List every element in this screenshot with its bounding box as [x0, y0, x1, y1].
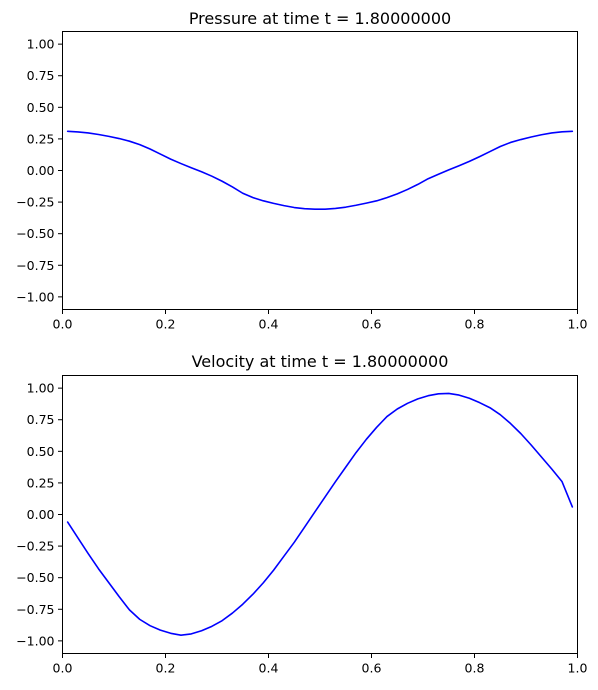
velocity-ytick-label: 0.75: [27, 412, 55, 427]
pressure-xtick-label: 0.0: [53, 317, 73, 332]
pressure-ytick-label: 0.00: [27, 163, 55, 178]
pressure-ytick-label: −0.75: [16, 258, 54, 273]
pressure-ytick-label: −0.25: [16, 195, 54, 210]
velocity-xtick-label: 0.6: [362, 661, 382, 676]
velocity-title: Velocity at time t = 1.80000000: [192, 352, 449, 371]
pressure-ytick-label: 0.25: [27, 131, 55, 146]
velocity-ytick-label: 1.00: [27, 381, 55, 396]
pressure-xtick-label: 0.4: [259, 317, 279, 332]
pressure-xtick-label: 0.6: [362, 317, 382, 332]
velocity-ytick-label: −0.50: [16, 570, 54, 585]
velocity-xtick-label: 0.8: [465, 661, 485, 676]
pressure-ytick-label: 0.50: [27, 100, 55, 115]
pressure-title: Pressure at time t = 1.80000000: [189, 9, 451, 28]
pressure-ytick-label: −0.50: [16, 226, 54, 241]
pressure-panel: Pressure at time t = 1.80000000 0.0 0.2 0.…: [16, 9, 587, 332]
velocity-xtick-label: 0.0: [53, 661, 73, 676]
velocity-xtick-label: 1.0: [568, 661, 588, 676]
pressure-ytick-label: 0.75: [27, 68, 55, 83]
velocity-xtick-label: 0.4: [259, 661, 279, 676]
pressure-ytick-label: 1.00: [27, 37, 55, 52]
velocity-ytick-label: 0.50: [27, 444, 55, 459]
velocity-ytick-label: 0.25: [27, 475, 55, 490]
velocity-line: [66, 392, 574, 636]
velocity-panel: Velocity at time t = 1.80000000 0.0 0.2 0.…: [16, 352, 587, 676]
pressure-xtick-label: 0.8: [465, 317, 485, 332]
pressure-line: [66, 130, 574, 210]
velocity-axes-frame: [62, 375, 578, 654]
velocity-ytick-label: −0.25: [16, 539, 54, 554]
pressure-ytick-label: −1.00: [16, 289, 54, 304]
velocity-ytick-label: −0.75: [16, 602, 54, 617]
pressure-xtick-label: 0.2: [156, 317, 176, 332]
velocity-ytick-label: −1.00: [16, 633, 54, 648]
pressure-axes-frame: [62, 31, 578, 310]
velocity-ytick-label: 0.00: [27, 507, 55, 522]
pressure-xtick-label: 1.0: [568, 317, 588, 332]
velocity-xtick-label: 0.2: [156, 661, 176, 676]
pressure-ticks: 0.0 0.2 0.4 0.6 0.8 1.0 1.00 0.75 0.50 0.25 0.00 −0…: [16, 37, 587, 332]
velocity-ticks: 0.0 0.2 0.4 0.6 0.8 1.0 1.00 0.75 0.50 0.25 0.00 −0…: [16, 381, 587, 676]
